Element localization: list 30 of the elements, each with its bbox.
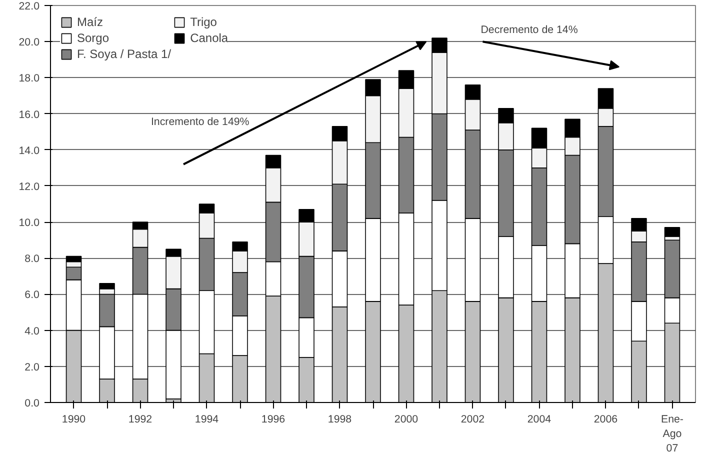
bar: [664, 227, 680, 237]
y-tick-label: 2.0: [24, 361, 40, 374]
x-tick-label: Ene- Ago 07: [660, 414, 684, 454]
y-tick-label: 12.0: [18, 180, 40, 193]
y-tick-label: 10.0: [18, 217, 40, 230]
x-tick-label: 1994: [194, 414, 219, 426]
x-tick-label: 1992: [128, 414, 152, 426]
y-tick-label: 14.0: [18, 144, 40, 157]
x-tick-label: 1990: [62, 414, 86, 426]
x-tick-label: 2004: [527, 414, 552, 426]
legend-label: Sorgo: [77, 31, 110, 45]
legend-label: Trigo: [190, 15, 217, 29]
y-tick-label: 4.0: [24, 325, 40, 338]
y-tick-label: 0.0: [24, 398, 40, 410]
y-tick-label: 6.0: [24, 289, 40, 302]
x-tick-label: 2002: [460, 414, 485, 426]
annotation: Decremento de 14%: [480, 24, 578, 36]
y-tick-label: 20.0: [18, 36, 40, 49]
x-tick-label: 2000: [394, 414, 418, 426]
y-tick-label: 8.0: [24, 253, 40, 266]
legend-label: Canola: [190, 31, 228, 45]
x-tick-label: 1996: [261, 414, 286, 426]
legend-label: F. Soya / Pasta 1/: [77, 47, 172, 61]
x-tick-label: 1998: [328, 414, 352, 426]
y-tick-label: 16.0: [18, 108, 40, 121]
y-tick-label: 22.0: [18, 0, 40, 12]
annotation: Incremento de 149%: [150, 116, 250, 128]
y-tick-label: 18.0: [18, 72, 40, 85]
legend-label: Maíz: [77, 15, 104, 29]
x-tick-label: 2006: [594, 414, 618, 426]
